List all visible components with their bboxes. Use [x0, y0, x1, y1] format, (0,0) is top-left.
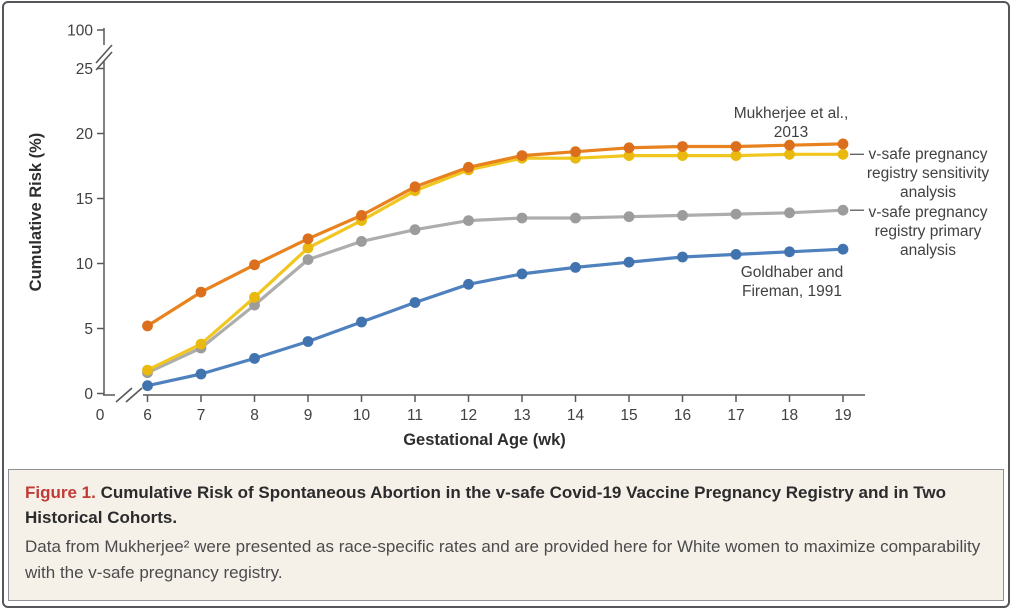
svg-text:0: 0: [84, 386, 93, 403]
svg-text:14: 14: [567, 407, 585, 424]
svg-text:16: 16: [674, 407, 691, 424]
svg-text:Goldhaber and: Goldhaber and: [741, 264, 844, 281]
svg-text:100: 100: [67, 23, 93, 40]
svg-text:0: 0: [96, 407, 105, 424]
svg-text:Fireman, 1991: Fireman, 1991: [742, 283, 842, 300]
svg-text:17: 17: [727, 407, 744, 424]
svg-text:20: 20: [76, 126, 94, 143]
chart-area: 0 5 10 15 20 25 100 0 6 7 8 9 10 11 12 13 14 15 16 17 18 19 Mu…: [6, 4, 1008, 466]
svg-text:18: 18: [781, 407, 798, 424]
svg-text:8: 8: [250, 407, 259, 424]
figure-outer-frame: 0 5 10 15 20 25 100 0 6 7 8 9 10 11 12 13 14 15 16 17 18 19 Mu…: [2, 1, 1010, 608]
series-goldhaber-fireman-1991: [142, 243, 849, 392]
svg-text:10: 10: [353, 407, 371, 424]
svg-text:registry primary: registry primary: [875, 223, 982, 240]
svg-text:analysis: analysis: [900, 184, 956, 201]
figure-label: Figure 1.: [25, 483, 96, 502]
cumulative-risk-line-chart: 0 5 10 15 20 25 100 0 6 7 8 9 10 11 12 13 14 15 16 17 18 19 Mu…: [27, 23, 989, 450]
svg-text:13: 13: [513, 407, 530, 424]
series-vsafe-primary: [142, 204, 849, 379]
svg-text:15: 15: [620, 407, 637, 424]
series-label-goldhaber-fireman-1991: Goldhaber and Fireman, 1991: [741, 264, 844, 300]
x-axis-title: Gestational Age (wk): [403, 431, 566, 449]
figure-caption-body: Data from Mukherjee² were presented as r…: [25, 537, 981, 582]
series-label-vsafe-primary: v-safe pregnancy registry primary analysis: [850, 204, 988, 259]
series-label-mukherjee-2013: Mukherjee et al., 2013: [734, 105, 849, 141]
axes: [97, 28, 865, 402]
svg-text:25: 25: [76, 61, 93, 78]
svg-text:11: 11: [407, 407, 423, 424]
svg-text:12: 12: [460, 407, 477, 424]
svg-text:5: 5: [84, 321, 93, 338]
svg-text:Mukherjee et al.,: Mukherjee et al.,: [734, 105, 849, 122]
svg-text:15: 15: [76, 191, 93, 208]
svg-text:10: 10: [76, 256, 94, 273]
svg-text:v-safe pregnancy: v-safe pregnancy: [869, 146, 988, 163]
svg-text:2013: 2013: [774, 124, 808, 141]
tick-labels: 0 5 10 15 20 25 100 0 6 7 8 9 10 11 12 13 14 15 16 17 18 19: [67, 23, 852, 425]
svg-text:9: 9: [304, 407, 313, 424]
figure-title-text: Cumulative Risk of Spontaneous Abortion …: [25, 483, 947, 527]
series-label-vsafe-sensitivity: v-safe pregnancy registry sensitivity anal…: [850, 146, 989, 201]
svg-text:19: 19: [834, 407, 851, 424]
svg-text:7: 7: [197, 407, 206, 424]
figure-caption-title: Figure 1. Cumulative Risk of Spontaneous…: [25, 480, 987, 530]
svg-text:v-safe pregnancy: v-safe pregnancy: [869, 204, 988, 221]
svg-text:6: 6: [143, 407, 152, 424]
series-vsafe-sensitivity: [142, 148, 849, 376]
axis-break-marks: [95, 44, 143, 403]
svg-text:analysis: analysis: [900, 242, 956, 259]
series-mukherjee-2013: [142, 138, 849, 332]
y-axis-title: Cumulative Risk (%): [27, 133, 45, 292]
axis-titles: Gestational Age (wk) Cumulative Risk (%): [27, 133, 566, 449]
svg-text:registry sensitivity: registry sensitivity: [867, 165, 990, 182]
figure-caption-box: Figure 1. Cumulative Risk of Spontaneous…: [8, 469, 1004, 601]
